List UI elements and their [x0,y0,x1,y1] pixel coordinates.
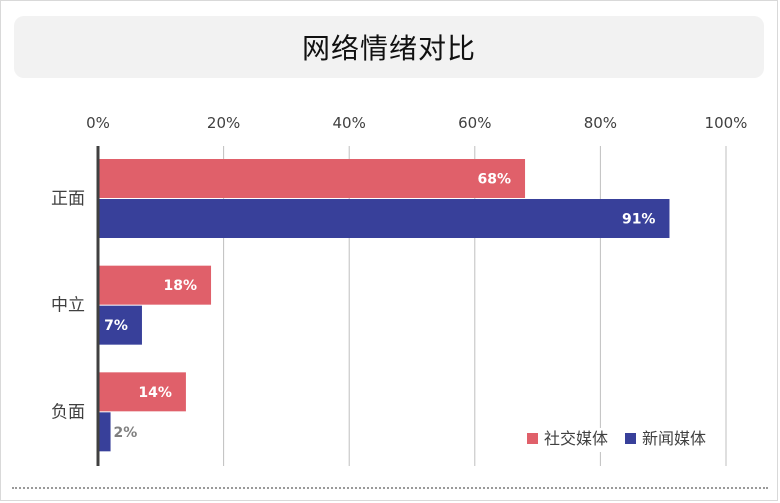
bar-0-1 [98,265,212,305]
data-label: 14% [138,385,172,401]
data-label: 68% [478,172,512,188]
x-tick-label: 20% [207,114,240,132]
chart-title-box: 网络情绪对比 [14,16,764,78]
chart-title: 网络情绪对比 [301,32,476,65]
bar-1-1 [98,305,142,345]
bar-1-2 [98,412,111,452]
bar-0-2 [98,372,186,412]
x-axis-ticks: 0% 20% 40% 60% 80% 100% [86,114,747,132]
data-label: 7% [104,318,128,334]
bar-1-0 [98,199,670,238]
legend-background [520,428,720,452]
x-tick-label: 0% [86,114,110,132]
bar-0-0 [98,159,526,198]
category-label: 负面 [51,402,85,422]
legend-label: 社交媒体 [544,429,608,448]
x-tick-label: 100% [705,114,748,132]
category-label: 正面 [51,189,85,209]
bars: 68% 91% 18% 7% 14% 2% [98,159,670,452]
bottom-divider [12,487,768,489]
data-label: 91% [622,212,656,228]
x-tick-label: 40% [333,114,366,132]
x-tick-label: 60% [458,114,491,132]
legend-swatch [625,433,636,444]
category-label: 中立 [51,296,85,316]
legend: 社交媒体 新闻媒体 [520,428,720,452]
data-label: 2% [114,425,138,441]
data-label: 18% [164,278,198,294]
legend-label: 新闻媒体 [642,429,706,448]
x-tick-label: 80% [584,114,617,132]
legend-swatch [527,433,538,444]
